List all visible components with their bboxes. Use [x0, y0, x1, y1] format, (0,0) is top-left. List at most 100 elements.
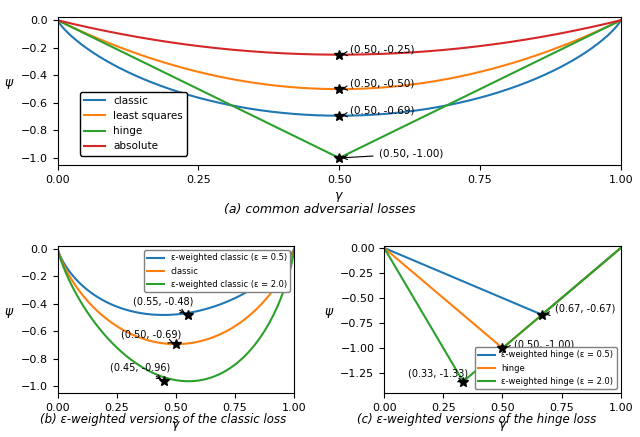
classic [83, 45, 90, 51]
ε-weighted hinge (ε = 0.5) [610, 251, 618, 256]
classic [601, 35, 609, 41]
absolute [54, 17, 61, 23]
Text: (0.50, -0.69): (0.50, -0.69) [122, 329, 182, 343]
ε-weighted classic (ε = 0.5) [240, 291, 248, 296]
ε-weighted hinge (ε = 2.0) [610, 251, 618, 256]
hinge [567, 288, 575, 293]
least squares [601, 25, 609, 31]
ε-weighted classic (ε = 0.5) [159, 312, 167, 318]
hinge [499, 346, 506, 351]
classic [172, 342, 180, 347]
hinge [617, 245, 625, 250]
Text: (0.55, -0.48): (0.55, -0.48) [133, 296, 194, 313]
hinge [328, 152, 335, 157]
ε-weighted classic (ε = 2.0) [291, 246, 298, 251]
Text: (0.50, -1.00): (0.50, -1.00) [506, 339, 575, 349]
absolute [617, 17, 625, 23]
Line: classic: classic [58, 20, 621, 116]
Line: ε-weighted hinge (ε = 2.0): ε-weighted hinge (ε = 2.0) [384, 248, 621, 382]
hinge [495, 343, 503, 348]
classic [54, 17, 61, 23]
ε-weighted classic (ε = 2.0) [163, 375, 170, 381]
least squares [313, 86, 321, 91]
Legend: ε-weighted classic (ε = 0.5), classic, ε-weighted classic (ε = 2.0): ε-weighted classic (ε = 0.5), classic, ε… [144, 250, 290, 292]
classic [66, 274, 74, 279]
absolute [83, 24, 90, 30]
absolute [328, 52, 335, 57]
Legend: classic, least squares, hinge, absolute: classic, least squares, hinge, absolute [80, 92, 187, 156]
Line: ε-weighted hinge (ε = 0.5): ε-weighted hinge (ε = 0.5) [384, 248, 621, 315]
classic [497, 89, 505, 94]
Line: hinge: hinge [58, 20, 621, 158]
hinge [489, 337, 497, 343]
least squares [83, 31, 90, 36]
hinge [313, 144, 321, 149]
hinge [600, 26, 608, 31]
ε-weighted classic (ε = 2.0) [66, 279, 74, 284]
ε-weighted classic (ε = 2.0) [284, 277, 291, 282]
ε-weighted hinge (ε = 0.5) [489, 291, 497, 297]
Text: (0.45, -0.96): (0.45, -0.96) [109, 362, 170, 378]
Line: hinge: hinge [384, 248, 621, 348]
Text: (0.50, -0.25): (0.50, -0.25) [343, 44, 415, 55]
hinge [54, 17, 61, 23]
Text: (0.33, -1.33): (0.33, -1.33) [408, 368, 468, 382]
classic [617, 17, 625, 23]
absolute [600, 21, 608, 27]
least squares [600, 25, 608, 31]
Y-axis label: $\psi$: $\psi$ [4, 305, 15, 319]
Legend: ε-weighted hinge (ε = 0.5), hinge, ε-weighted hinge (ε = 2.0): ε-weighted hinge (ε = 0.5), hinge, ε-wei… [475, 347, 616, 389]
ε-weighted hinge (ε = 2.0) [610, 251, 618, 257]
ε-weighted hinge (ε = 2.0) [392, 266, 400, 271]
ε-weighted classic (ε = 0.5) [284, 257, 291, 262]
hinge [392, 256, 400, 261]
classic [313, 113, 321, 118]
ε-weighted hinge (ε = 2.0) [617, 245, 625, 250]
absolute [497, 41, 505, 46]
Line: least squares: least squares [58, 20, 621, 89]
hinge [380, 245, 388, 250]
absolute [335, 52, 343, 57]
Text: (0.50, -0.50): (0.50, -0.50) [343, 79, 415, 90]
ε-weighted hinge (ε = 2.0) [495, 348, 503, 354]
X-axis label: $\gamma$: $\gamma$ [171, 419, 181, 433]
ε-weighted hinge (ε = 0.5) [380, 245, 388, 250]
ε-weighted hinge (ε = 0.5) [392, 250, 400, 256]
hinge [610, 251, 618, 256]
Text: (0.50, -0.69): (0.50, -0.69) [343, 105, 415, 117]
Line: absolute: absolute [58, 20, 621, 55]
classic [163, 341, 170, 346]
absolute [601, 21, 609, 27]
hinge [617, 17, 625, 23]
hinge [497, 76, 505, 81]
classic [600, 36, 608, 41]
ε-weighted hinge (ε = 2.0) [489, 354, 497, 359]
classic [335, 113, 343, 118]
classic [291, 246, 298, 251]
least squares [497, 64, 505, 69]
ε-weighted classic (ε = 2.0) [169, 377, 177, 382]
ε-weighted hinge (ε = 2.0) [567, 288, 575, 293]
ε-weighted classic (ε = 2.0) [284, 277, 291, 282]
classic [328, 113, 335, 118]
ε-weighted classic (ε = 0.5) [291, 246, 298, 251]
classic [240, 317, 248, 323]
X-axis label: $\gamma$: $\gamma$ [497, 419, 508, 433]
hinge [610, 251, 618, 257]
ε-weighted classic (ε = 2.0) [54, 246, 61, 251]
ε-weighted hinge (ε = 0.5) [567, 288, 575, 293]
ε-weighted hinge (ε = 0.5) [538, 312, 546, 317]
ε-weighted classic (ε = 0.5) [284, 257, 291, 262]
Text: (c) ε-weighted versions of the hinge loss: (c) ε-weighted versions of the hinge los… [357, 413, 596, 426]
ε-weighted hinge (ε = 0.5) [610, 251, 618, 257]
Y-axis label: $\psi$: $\psi$ [324, 305, 335, 319]
ε-weighted hinge (ε = 0.5) [495, 294, 503, 299]
Line: ε-weighted classic (ε = 0.5): ε-weighted classic (ε = 0.5) [58, 249, 294, 315]
ε-weighted hinge (ε = 2.0) [380, 245, 388, 250]
ε-weighted classic (ε = 0.5) [54, 246, 61, 251]
Y-axis label: $\psi$: $\psi$ [4, 77, 15, 91]
ε-weighted classic (ε = 0.5) [66, 269, 74, 274]
Text: (0.67, -0.67): (0.67, -0.67) [546, 303, 615, 316]
absolute [313, 52, 321, 57]
least squares [328, 87, 335, 92]
